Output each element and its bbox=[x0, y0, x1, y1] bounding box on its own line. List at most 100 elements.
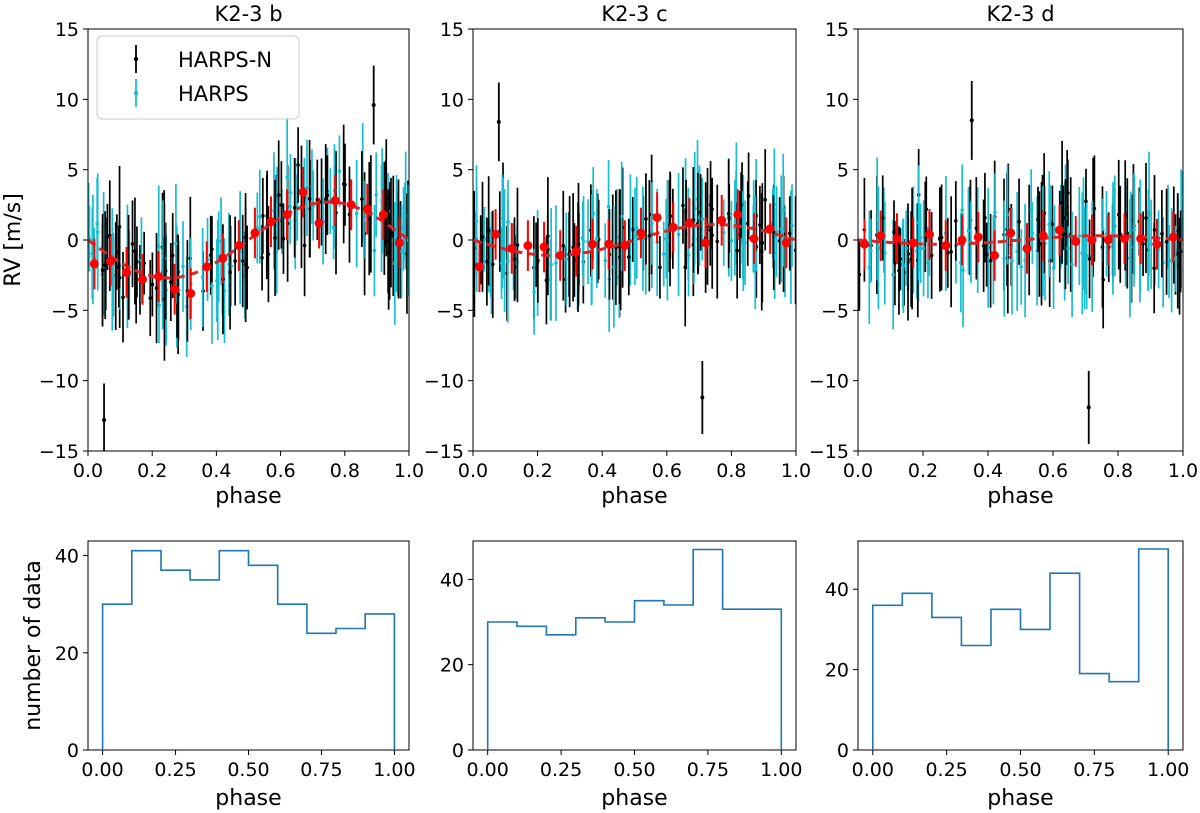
histogram-bin bbox=[336, 628, 365, 750]
rv-binned-point bbox=[170, 284, 180, 294]
rv-point bbox=[512, 257, 517, 262]
y-tick-label: −10 bbox=[39, 371, 79, 393]
histogram-bin bbox=[1139, 549, 1169, 750]
rv-point bbox=[228, 270, 232, 275]
rv-point bbox=[331, 225, 336, 230]
histogram-bin bbox=[723, 609, 752, 750]
rv-point bbox=[715, 239, 720, 244]
rv-point bbox=[644, 217, 648, 221]
rv-outlier-point bbox=[700, 395, 705, 400]
rv-point bbox=[735, 248, 739, 253]
rv-binned-point bbox=[1071, 236, 1081, 246]
legend-label: HARPS-N bbox=[178, 48, 272, 72]
rv-point bbox=[904, 246, 909, 251]
histogram-bin bbox=[488, 622, 517, 750]
rv-binned-point bbox=[781, 238, 791, 248]
rv-point bbox=[580, 236, 585, 240]
rv-point bbox=[633, 234, 637, 239]
rv-point bbox=[1050, 222, 1055, 226]
rv-point bbox=[729, 238, 734, 243]
rv-panel-2: −15 −10 −5 0 5 10 15 0.0 0.2 0.4 0.6 0.8 1.0 K2-3 d ph… bbox=[809, 2, 1198, 509]
rv-point bbox=[1101, 228, 1105, 232]
rv-point bbox=[288, 190, 293, 195]
rv-binned-point bbox=[620, 241, 630, 251]
rv-binned-point bbox=[957, 235, 967, 245]
rv-point bbox=[1015, 249, 1019, 254]
rv-point bbox=[485, 259, 489, 264]
rv-binned-point bbox=[1168, 232, 1178, 242]
y-tick-label: 10 bbox=[55, 89, 79, 111]
rv-point bbox=[115, 250, 119, 254]
y-tick-label: 20 bbox=[825, 660, 849, 682]
panel-title: K2-3 d bbox=[986, 2, 1054, 26]
rv-outlier-point bbox=[102, 418, 107, 423]
x-tick-label: 1.0 bbox=[781, 460, 811, 482]
x-tick-label: 0.2 bbox=[522, 460, 552, 482]
rv-point bbox=[1160, 231, 1164, 236]
rv-point bbox=[793, 248, 796, 253]
rv-point bbox=[1173, 256, 1178, 261]
rv-point bbox=[200, 275, 205, 280]
rv-binned-point bbox=[186, 288, 196, 298]
panel-title: K2-3 c bbox=[601, 2, 667, 26]
rv-point bbox=[148, 296, 153, 300]
rv-point bbox=[869, 248, 873, 253]
rv-point bbox=[103, 263, 108, 267]
y-tick-label: 5 bbox=[452, 160, 464, 182]
rv-point bbox=[763, 197, 768, 202]
rv-binned-point bbox=[652, 212, 662, 222]
histogram-panel-4: 0 20 40 0.00 0.25 0.50 0.75 1.00 phase bbox=[440, 540, 802, 811]
rv-point bbox=[938, 237, 942, 242]
rv-point bbox=[1082, 256, 1087, 260]
rv-binned-point bbox=[701, 238, 711, 248]
rv-point bbox=[993, 210, 997, 214]
rv-point bbox=[261, 214, 265, 218]
rv-point bbox=[892, 230, 896, 234]
rv-data bbox=[858, 81, 1183, 444]
rv-binned-point bbox=[1006, 228, 1016, 238]
x-tick-label: 0.25 bbox=[925, 759, 967, 781]
rv-binned-point bbox=[1120, 234, 1129, 244]
rv-point bbox=[1002, 256, 1007, 261]
x-tick-label: 0.8 bbox=[716, 460, 746, 482]
rv-point bbox=[676, 232, 681, 237]
rv-panel-0: −15 −10 −5 0 5 10 15 0.0 0.2 0.4 0.6 0.8 1.0 K2-3 b ph… bbox=[1, 2, 424, 509]
y-tick-label: 10 bbox=[440, 89, 464, 111]
x-tick-label: 0.0 bbox=[73, 460, 103, 482]
rv-point bbox=[1118, 232, 1123, 237]
rv-data bbox=[88, 65, 409, 451]
rv-binned-point bbox=[89, 259, 99, 269]
rv-point bbox=[156, 244, 161, 248]
rv-point bbox=[1084, 199, 1088, 204]
y-tick-label: −5 bbox=[436, 300, 464, 322]
rv-point bbox=[572, 258, 577, 262]
histogram-bin bbox=[932, 617, 962, 750]
rv-point bbox=[650, 221, 654, 226]
rv-point bbox=[506, 259, 510, 263]
histogram-bin bbox=[752, 609, 781, 750]
rv-point bbox=[1023, 258, 1027, 263]
legend-label: HARPS bbox=[178, 82, 249, 106]
rv-point bbox=[169, 280, 173, 284]
rv-point bbox=[1029, 207, 1033, 212]
x-tick-label: 0.8 bbox=[330, 460, 360, 482]
rv-point bbox=[480, 235, 485, 239]
rv-binned-point bbox=[733, 210, 743, 220]
rv-binned-point bbox=[1038, 231, 1048, 241]
rv-point bbox=[946, 251, 950, 255]
rv-point bbox=[406, 238, 409, 243]
rv-point bbox=[240, 259, 245, 263]
rv-point bbox=[1125, 231, 1130, 236]
rv-binned-point bbox=[218, 253, 228, 263]
histogram-bin bbox=[605, 622, 634, 750]
x-tick-label: 1.00 bbox=[760, 759, 802, 781]
rv-point bbox=[988, 258, 993, 263]
rv-point bbox=[532, 290, 536, 294]
rv-point bbox=[1036, 217, 1040, 222]
rv-point bbox=[686, 253, 691, 258]
rv-point bbox=[170, 253, 175, 258]
rv-point bbox=[210, 284, 214, 288]
rv-point bbox=[548, 277, 553, 282]
rv-point bbox=[627, 255, 631, 259]
